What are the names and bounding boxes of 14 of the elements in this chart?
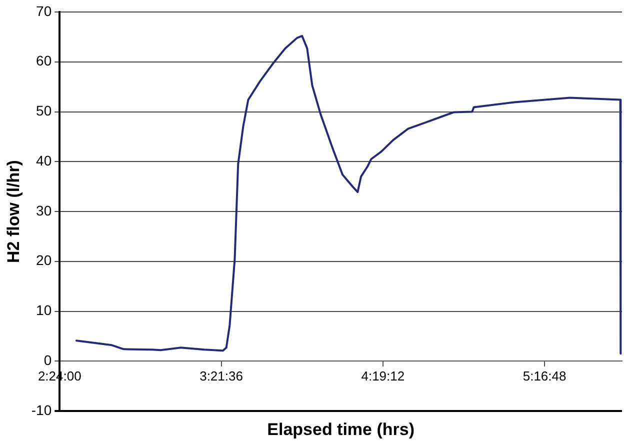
y-tick-label: -10 bbox=[31, 402, 52, 418]
y-tick-label: 50 bbox=[36, 102, 52, 119]
y-tick-label: 70 bbox=[36, 2, 52, 19]
y-tick-label: 30 bbox=[36, 202, 52, 218]
x-tick-label: 5:16:48 bbox=[522, 368, 566, 384]
x-tick-label: 4:19:12 bbox=[361, 368, 405, 384]
x-axis-title: Elapsed time (hrs) bbox=[267, 420, 415, 440]
y-tick-label: 0 bbox=[44, 352, 52, 368]
y-tick-label: 40 bbox=[36, 152, 52, 168]
y-tick-label: 10 bbox=[36, 302, 52, 318]
x-tick-label: 3:21:36 bbox=[200, 368, 243, 384]
y-axis-title: H2 flow (l/hr) bbox=[4, 160, 23, 263]
y-tick-label: 20 bbox=[36, 252, 52, 268]
y-tick-label: 60 bbox=[36, 52, 52, 69]
